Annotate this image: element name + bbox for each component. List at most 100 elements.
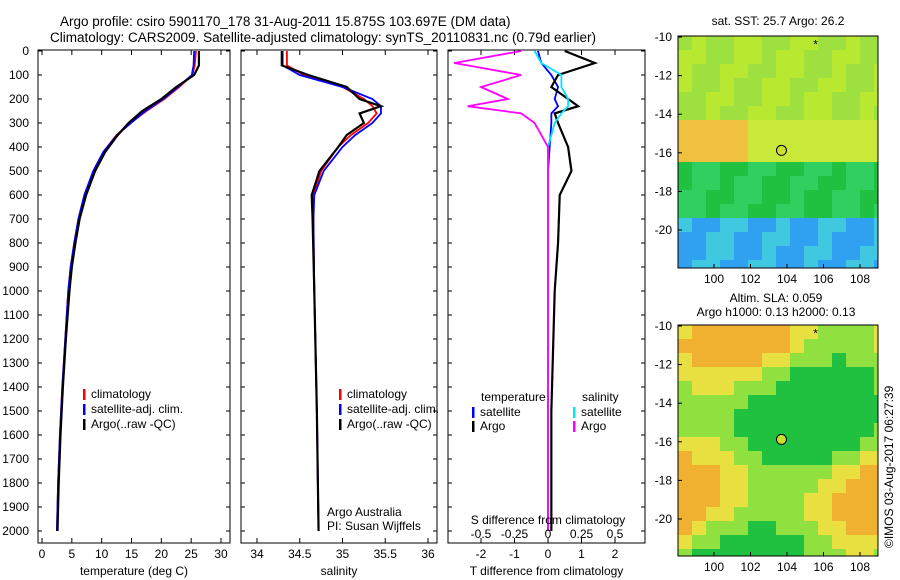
map-cell [874, 479, 878, 493]
map-cell [804, 190, 818, 204]
map-cell [748, 162, 762, 176]
map-cell [748, 78, 762, 92]
map-cell [818, 353, 832, 367]
map-cell [860, 106, 874, 120]
map-cell [874, 204, 878, 218]
map-cell [748, 451, 762, 465]
map-cell [706, 409, 720, 423]
map-cell [874, 381, 878, 395]
x-tick-label: 0 [545, 547, 552, 561]
map-title-line1: Altim. SLA: 0.059 [730, 291, 823, 305]
map-cell [762, 246, 776, 260]
map-cell [804, 423, 818, 437]
map-cell [846, 246, 860, 260]
map-cell [734, 148, 748, 162]
map-cell [748, 176, 762, 190]
map-cell [832, 451, 846, 465]
map-cell [692, 465, 706, 479]
profile-panel-3: -2 -1 0 1 2 T difference from climatology temp… [447, 49, 646, 578]
map-cell [818, 409, 832, 423]
map-cell [720, 92, 734, 106]
map-cell [874, 367, 878, 381]
map-cell [720, 246, 734, 260]
y-tick-label: 1300 [2, 356, 29, 370]
map-cell [832, 36, 846, 50]
map-cell [762, 50, 776, 64]
map-cell [762, 78, 776, 92]
legend-label: climatology [91, 387, 151, 401]
map-cell [776, 246, 790, 260]
map-cell [874, 260, 878, 268]
x2-tick-label: 0.25 [570, 527, 594, 541]
map-cell [734, 507, 748, 521]
map-cell [706, 106, 720, 120]
map-cell [846, 437, 860, 451]
legend-swatch [573, 407, 576, 418]
y-tick-label: -12 [655, 358, 673, 372]
map-cell [804, 549, 818, 556]
map-cell [748, 120, 762, 134]
map-cell [706, 381, 720, 395]
map-cell [734, 465, 748, 479]
map-cell [790, 465, 804, 479]
map-cell [846, 106, 860, 120]
x-tick-label: 34.5 [288, 547, 312, 561]
map-cell [692, 479, 706, 493]
map-cell [706, 36, 720, 50]
map-cell [860, 162, 874, 176]
map-cell [748, 325, 762, 339]
map-cell [790, 218, 804, 232]
series-line-salinity-argo [454, 50, 549, 531]
map-cell [832, 260, 846, 268]
map-cell [776, 367, 790, 381]
map-cell [804, 465, 818, 479]
map-cell [734, 204, 748, 218]
map-cell [748, 423, 762, 437]
map-cell [748, 50, 762, 64]
map-cell [762, 325, 776, 339]
legend-label: climatology [347, 387, 407, 401]
map-cell [818, 507, 832, 521]
map-cell [832, 535, 846, 549]
map-cell [860, 148, 874, 162]
map-cell [832, 423, 846, 437]
map-cell [790, 395, 804, 409]
y-tick-label: 700 [9, 212, 29, 226]
plot-frame [447, 49, 646, 544]
map-cell [692, 36, 706, 50]
map-cell [762, 339, 776, 353]
map-cell [832, 507, 846, 521]
map-cell [734, 92, 748, 106]
map-cell [720, 395, 734, 409]
map-cell [832, 190, 846, 204]
map-cell [790, 204, 804, 218]
map-cell [804, 106, 818, 120]
map-cell [832, 148, 846, 162]
map-cell [734, 246, 748, 260]
map-cell [776, 64, 790, 78]
map-cell [860, 134, 874, 148]
map-cell [860, 120, 874, 134]
y-tick-label: -16 [655, 435, 673, 449]
map-cell [818, 120, 832, 134]
map-cell [720, 232, 734, 246]
map-cell [748, 437, 762, 451]
map-cell [748, 246, 762, 260]
map-cell [846, 339, 860, 353]
map-cell [720, 204, 734, 218]
map-cell [818, 521, 832, 535]
map-cell [706, 507, 720, 521]
map-cell [860, 409, 874, 423]
map-cell [832, 437, 846, 451]
map-cell [748, 395, 762, 409]
map-cell [678, 395, 692, 409]
map-cell [818, 204, 832, 218]
map-cell [846, 507, 860, 521]
map-cell [762, 549, 776, 556]
y-tick-label: 600 [9, 188, 29, 202]
map-cell [720, 64, 734, 78]
map-cell [846, 479, 860, 493]
map-cell [762, 353, 776, 367]
map-cell [706, 232, 720, 246]
